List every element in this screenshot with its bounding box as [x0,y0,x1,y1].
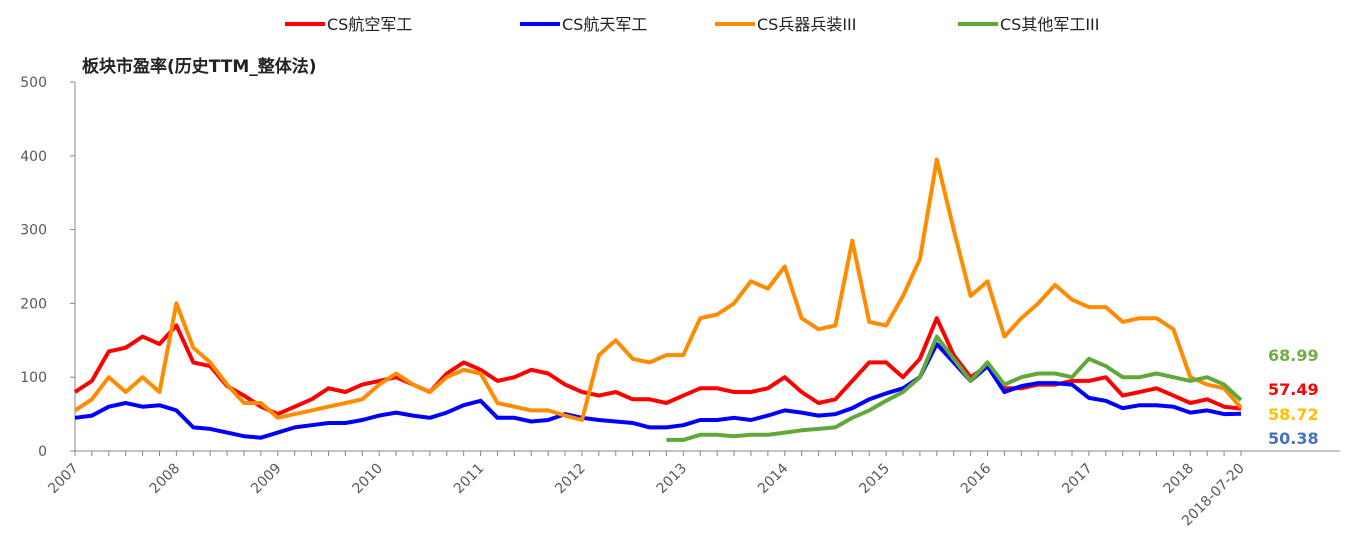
y-tick-label: 400 [20,149,47,165]
x-tick-label: 2016 [958,460,995,497]
series-line [666,334,1243,442]
x-tick-label: 2014 [755,460,792,497]
end-label: 58.72 [1268,405,1319,424]
x-tick-label: 2015 [856,461,893,498]
end-label: 50.38 [1268,429,1319,448]
end-label: 57.49 [1268,380,1319,399]
x-tick-label: 2007 [45,461,82,498]
x-tick-label: 2013 [654,461,691,498]
legend-label: CS航空军工 [327,15,412,34]
x-tick-label: 2012 [552,461,589,498]
series-line [73,316,1242,417]
legend-label: CS兵器兵装III [757,15,857,34]
x-tick-label: 2010 [349,461,386,498]
y-tick-label: 500 [20,75,47,91]
y-tick-label: 0 [38,444,47,460]
end-label: 68.99 [1268,346,1319,365]
y-tick-label: 300 [20,223,47,239]
y-tick-label: 200 [20,296,47,312]
x-tick-label: 2017 [1059,461,1096,498]
series-line [74,342,1242,440]
series-line [73,157,1243,422]
legend-label: CS航天军工 [562,15,647,34]
y-tick-label: 100 [20,370,47,386]
legend-label: CS其他军工III [1000,15,1100,34]
x-tick-label: 2009 [248,461,285,498]
x-tick-label: 2008 [147,461,184,498]
x-tick-label: 2011 [451,461,488,498]
x-tick-label: 2018 [1161,461,1198,498]
chart-title: 板块市盈率(历史TTM_整体法) [82,56,317,77]
